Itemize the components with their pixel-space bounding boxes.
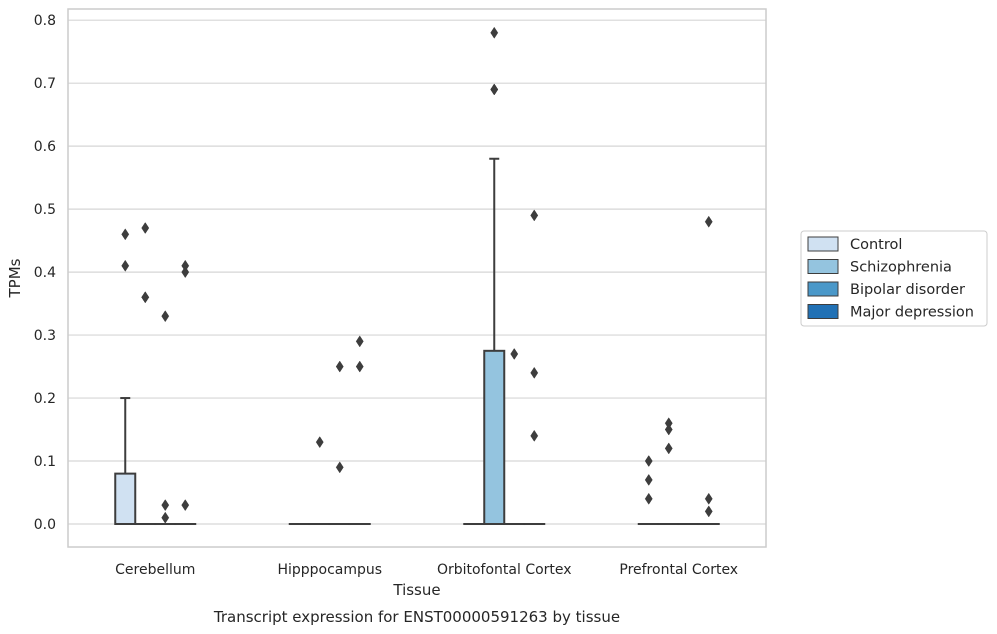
x-tick-label: Prefrontal Cortex xyxy=(619,562,738,578)
legend-swatch xyxy=(807,259,839,274)
outlier-point xyxy=(335,360,344,373)
box-body xyxy=(483,349,506,525)
outlier-point xyxy=(510,348,519,360)
outlier-point xyxy=(704,505,713,518)
outlier-point xyxy=(490,26,499,39)
legend-swatch xyxy=(807,281,839,297)
outlier-point xyxy=(664,442,673,455)
outlier-point xyxy=(355,360,364,373)
y-tick-labels: 0.0 0.1 0.2 0.3 0.4 0.5 0.6 0.7 0.8 xyxy=(34,13,56,533)
box-body xyxy=(114,472,137,525)
outlier-point xyxy=(664,423,673,436)
outlier-point xyxy=(530,366,539,379)
outlier-point xyxy=(644,492,653,505)
x-tick-label: Cerebellum xyxy=(115,562,195,578)
outlier-point xyxy=(141,291,150,304)
boxes xyxy=(114,157,720,526)
y-tick-label: 0.6 xyxy=(34,139,56,155)
outlier-point xyxy=(530,209,539,222)
grid-lines xyxy=(68,19,766,525)
outlier-point xyxy=(181,259,190,272)
legend-label: Schizophrenia xyxy=(850,260,952,276)
y-tick-label: 0.3 xyxy=(34,328,56,344)
outlier-point xyxy=(335,461,344,474)
y-tick-label: 0.1 xyxy=(34,454,56,470)
outlier-point xyxy=(121,228,130,241)
x-tick-label: Hipppocampus xyxy=(277,562,382,578)
y-tick-label: 0.8 xyxy=(34,13,56,29)
box-control xyxy=(114,397,137,525)
y-tick-label: 0.7 xyxy=(34,76,56,92)
legend: Control Schizophrenia Bipolar disorder Majo… xyxy=(800,230,988,327)
x-tick-labels: Cerebellum Hipppocampus Orbitofontal Corte… xyxy=(115,562,738,578)
outlier-point xyxy=(704,492,713,505)
y-tick-label: 0.2 xyxy=(34,391,56,407)
outlier-point xyxy=(161,511,170,524)
chart-caption: Transcript expression for ENST0000059126… xyxy=(213,608,620,626)
outlier-point xyxy=(490,83,499,96)
legend-swatch xyxy=(807,236,839,252)
outlier-points xyxy=(121,26,713,524)
legend-label: Control xyxy=(850,237,902,253)
box-schizophrenia xyxy=(483,157,506,525)
outlier-point xyxy=(181,499,190,512)
outlier-point xyxy=(141,222,150,234)
y-tick-label: 0.5 xyxy=(34,202,56,218)
legend-label: Major depression xyxy=(850,305,974,321)
legend-frame xyxy=(800,230,988,327)
x-axis-label: Tissue xyxy=(392,581,440,599)
outlier-point xyxy=(644,455,653,467)
outlier-point xyxy=(161,310,170,323)
outlier-point xyxy=(181,266,190,279)
y-axis-label: TPMs xyxy=(6,258,24,298)
y-tick-label: 0.0 xyxy=(34,517,56,533)
outlier-point xyxy=(355,335,364,348)
outlier-point xyxy=(704,215,713,228)
outlier-point xyxy=(161,499,170,512)
x-tick-label: Orbitofontal Cortex xyxy=(437,562,572,578)
outlier-point xyxy=(530,429,539,442)
outlier-point xyxy=(315,436,324,449)
legend-label: Bipolar disorder xyxy=(850,282,965,298)
y-tick-label: 0.4 xyxy=(34,265,56,281)
outlier-point xyxy=(121,259,130,272)
plot-area-frame xyxy=(67,8,767,548)
outlier-point xyxy=(644,473,653,486)
legend-swatch xyxy=(807,304,839,319)
outlier-point xyxy=(664,417,673,430)
